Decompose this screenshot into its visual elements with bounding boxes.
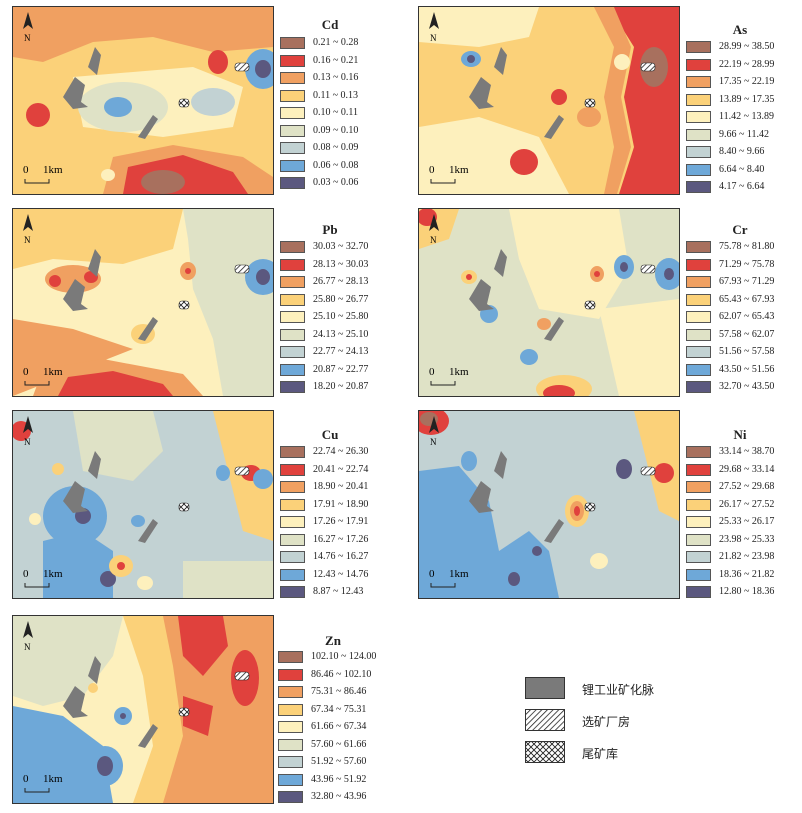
map-as: N 0 1km <box>418 6 680 195</box>
map-cu: N 0 1km <box>12 410 274 599</box>
north-arrow-icon: N <box>429 12 439 43</box>
svg-text:N: N <box>430 33 437 43</box>
north-arrow-icon: N <box>429 416 439 447</box>
title-pb: Pb <box>322 222 338 237</box>
map-cd-surface: N 0 1km <box>13 7 273 194</box>
title-cu: Cu <box>321 427 339 442</box>
map-cd: N 0 1km <box>12 6 274 195</box>
scale-bar: 0 1km <box>23 568 63 588</box>
scale-bar: 0 1km <box>23 366 63 386</box>
svg-text:0: 0 <box>23 568 29 580</box>
svg-text:1km: 1km <box>449 164 469 176</box>
title-ni: Ni <box>733 427 747 442</box>
svg-text:N: N <box>24 437 31 447</box>
vein-swatch <box>525 677 565 699</box>
svg-text:0: 0 <box>429 164 435 176</box>
map-pb: N 0 1km <box>12 208 274 397</box>
svg-text:N: N <box>430 437 437 447</box>
svg-text:1km: 1km <box>43 773 63 785</box>
key-row-tailings: 尾矿库 <box>525 741 725 773</box>
map-cu-surface: N 0 1km <box>13 411 273 598</box>
vein-shape <box>63 77 88 109</box>
key-row-plant: 选矿厂房 <box>525 709 725 741</box>
key-row-vein: 锂工业矿化脉 <box>525 677 725 709</box>
title-cd: Cd <box>321 17 339 32</box>
svg-text:0: 0 <box>23 366 29 378</box>
title-cr: Cr <box>732 222 748 237</box>
svg-text:N: N <box>24 642 31 652</box>
map-zn-surface: N 0 1km <box>13 616 273 803</box>
north-arrow-icon: N <box>23 416 33 447</box>
north-arrow-icon: N <box>23 214 33 245</box>
tailings-swatch <box>525 741 565 763</box>
north-arrow-icon: N <box>429 214 439 245</box>
svg-text:1km: 1km <box>43 164 63 176</box>
plant-swatch <box>525 709 565 731</box>
scale-bar: 0 1km <box>429 366 469 386</box>
title-zn: Zn <box>325 633 341 648</box>
svg-text:1km: 1km <box>449 568 469 580</box>
title-as: As <box>732 22 748 37</box>
svg-text:N: N <box>430 235 437 245</box>
map-cr-surface: N 0 1km <box>419 209 679 396</box>
svg-text:N: N <box>24 235 31 245</box>
map-zn: N 0 1km <box>12 615 274 804</box>
svg-text:1km: 1km <box>43 568 63 580</box>
map-pb-surface: N 0 1km <box>13 209 273 396</box>
map-as-surface: N 0 1km <box>419 7 679 194</box>
svg-text:1km: 1km <box>449 366 469 378</box>
svg-text:N: N <box>24 33 31 43</box>
north-arrow-icon: N <box>23 621 33 652</box>
svg-text:0: 0 <box>23 164 29 176</box>
map-ni-surface: N 0 1km <box>419 411 679 598</box>
north-arrow-icon: N <box>23 12 33 43</box>
scale-bar: 0 1km <box>429 568 469 588</box>
scale-bar: 0 1km <box>429 164 469 184</box>
svg-text:0: 0 <box>429 568 435 580</box>
map-ni: N 0 1km <box>418 410 680 599</box>
scale-bar: 0 1km <box>23 164 63 184</box>
svg-text:1km: 1km <box>43 366 63 378</box>
map-cr: N 0 1km <box>418 208 680 397</box>
svg-text:0: 0 <box>429 366 435 378</box>
scale-bar: 0 1km <box>23 773 63 793</box>
symbol-key: 锂工业矿化脉 选矿厂房 尾矿库 <box>525 677 725 773</box>
svg-text:0: 0 <box>23 773 29 785</box>
